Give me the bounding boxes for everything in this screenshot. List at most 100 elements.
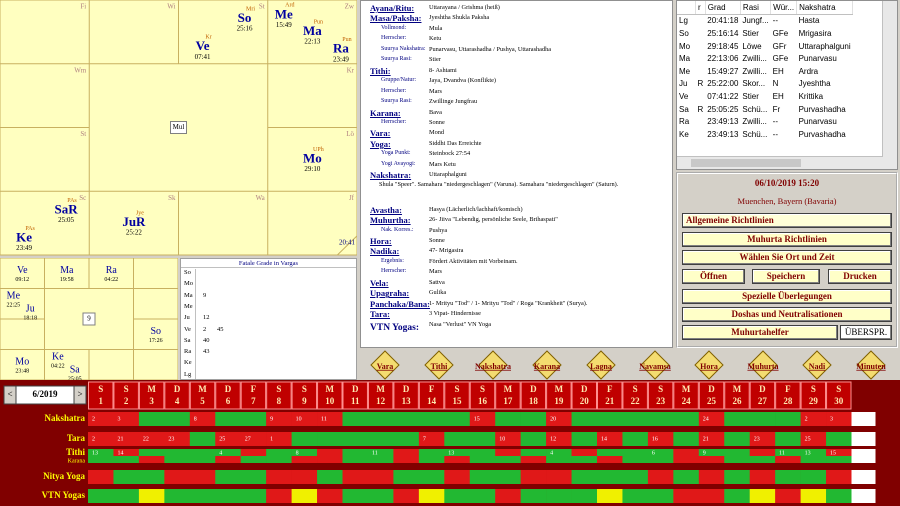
day-header [622,381,648,410]
planet-degree: 07:41 [195,53,211,61]
day-number: 12 [376,396,386,406]
save-button[interactable]: Speichern [752,269,820,284]
table-row: So 25:16:14 Stier GFe Mrigasira [677,27,853,40]
nav-diamond[interactable] [856,350,886,380]
doshas-button[interactable]: Doshas und Neutralisationen [682,307,892,322]
table-cell: 07:41:22 [707,91,739,101]
nav-label[interactable]: Nakshatra [475,362,511,371]
table-cell: Löwe [742,41,762,51]
prev-label[interactable]: < [7,389,12,399]
day-segment [571,412,598,426]
day-number: 11 [351,396,360,406]
field-value: Sonne [429,237,445,244]
segment-label: 4 [550,450,553,456]
day-subsegment [749,456,776,463]
nav-diamond[interactable] [748,350,778,380]
table-cell [696,90,706,103]
segment-label: 8 [194,416,197,422]
day-segment [113,489,140,503]
table-row: Ra 23:49:13 Zwilli... -- Punarvasu [677,115,853,128]
nav-label[interactable]: Minuten [856,362,886,371]
month-label: 6/2019 [32,389,58,399]
nav-diamond[interactable] [640,350,670,380]
planet-label: Mo [184,280,194,288]
nav-label[interactable]: Karana [534,362,560,371]
nav-label[interactable]: Muhurta [747,362,778,371]
day-segment [113,449,140,456]
open-button[interactable]: Öffnen [682,269,745,284]
print-button[interactable]: Drucken [828,269,892,284]
planet-label: Sa [184,336,191,344]
nav-label[interactable]: Nadi [809,362,826,371]
nav-diamond[interactable] [370,350,400,380]
day-segment [571,489,598,503]
segment-label: 21 [703,436,709,442]
skip-button[interactable]: ÜBERSPR. [840,325,892,340]
nav-label[interactable]: Tithi [431,362,449,371]
day-subsegment [418,456,445,463]
day-segment [266,470,292,484]
nav-label[interactable]: Hora [700,362,718,371]
prev-button[interactable] [3,385,17,405]
day-segment [622,470,649,484]
weekday-label: M [555,384,564,394]
field-value: Mars [429,268,442,276]
planet-label: Ra [184,348,192,356]
day-segment [367,432,394,446]
next-button[interactable] [73,385,87,405]
nav-label[interactable]: Lagna [590,362,612,371]
segment-label: 7 [423,436,426,442]
planet-degree: 18:18 [23,316,37,322]
field-value: Jyeshtha Shukla Paksha [429,14,490,22]
table-cell: GFe [772,54,789,64]
nav-diamond[interactable] [694,350,724,380]
segment-label: 13 [448,450,454,456]
nav-label[interactable]: Vara [377,362,394,371]
day-number: 9 [302,396,307,406]
next-label[interactable]: > [77,389,82,399]
nav-diamond[interactable] [586,350,616,380]
day-segment [317,432,343,446]
nav-diamond[interactable] [424,350,454,380]
segment-label: 1 [270,436,273,442]
guidelines-field[interactable]: Allgemeine Richtlinien [682,213,892,228]
day-header [698,381,725,410]
day-subsegment [495,456,521,463]
field-label: Gruppe/Natur: [381,77,416,84]
day-segment [291,412,318,426]
table-cell [696,115,706,128]
day-segment [724,470,750,484]
weekday-label: S [811,384,816,394]
day-segment [800,449,827,456]
day-segment [546,449,572,456]
nav-label[interactable]: Navamsa [639,362,671,371]
day-segment [418,412,445,426]
day-segment [291,470,318,484]
helper-button[interactable]: Muhurtahelfer [682,325,838,340]
nav-diamond[interactable] [532,350,562,380]
choose-place-button[interactable]: Wählen Sie Ort und Zeit [682,250,892,265]
table-cell: 29:18:45 [707,41,739,51]
day-header [520,381,547,410]
field-label: Muhurtha: [370,215,411,226]
panel-title: Fatale Grade in Vargas [181,260,356,268]
planet-degree: 17:26 [149,338,163,344]
fatal-degrees-panel: Fatale Grade in Vargas So Mo Ma 9 Me Ju 12 Ve 2 45… [180,258,357,380]
field-label: Yoga: [370,138,391,149]
day-segment [367,449,394,456]
planet-label: Ma [184,291,193,299]
nav-diamond[interactable] [802,350,832,380]
muhurta-guidelines-button[interactable]: Muhurta Richtlinien [682,232,892,247]
planet-label: Ve [184,325,191,333]
table-cell: GFe [772,28,789,38]
table-row: Ma 22:13:06 Zwilli... GFe Punarvasu [677,52,853,65]
fatal-value: 9 [203,291,207,299]
day-segment [597,489,623,503]
day-subsegment [367,456,394,463]
nav-diamond[interactable] [478,350,508,380]
table-row: Lg 20:41:18 Jungf... -- Hasta [677,14,853,27]
segment-label: 22 [143,436,149,442]
weekday-label: D [352,384,359,394]
special-button[interactable]: Spezielle Überlegungen [682,289,892,304]
day-segment [800,470,827,484]
